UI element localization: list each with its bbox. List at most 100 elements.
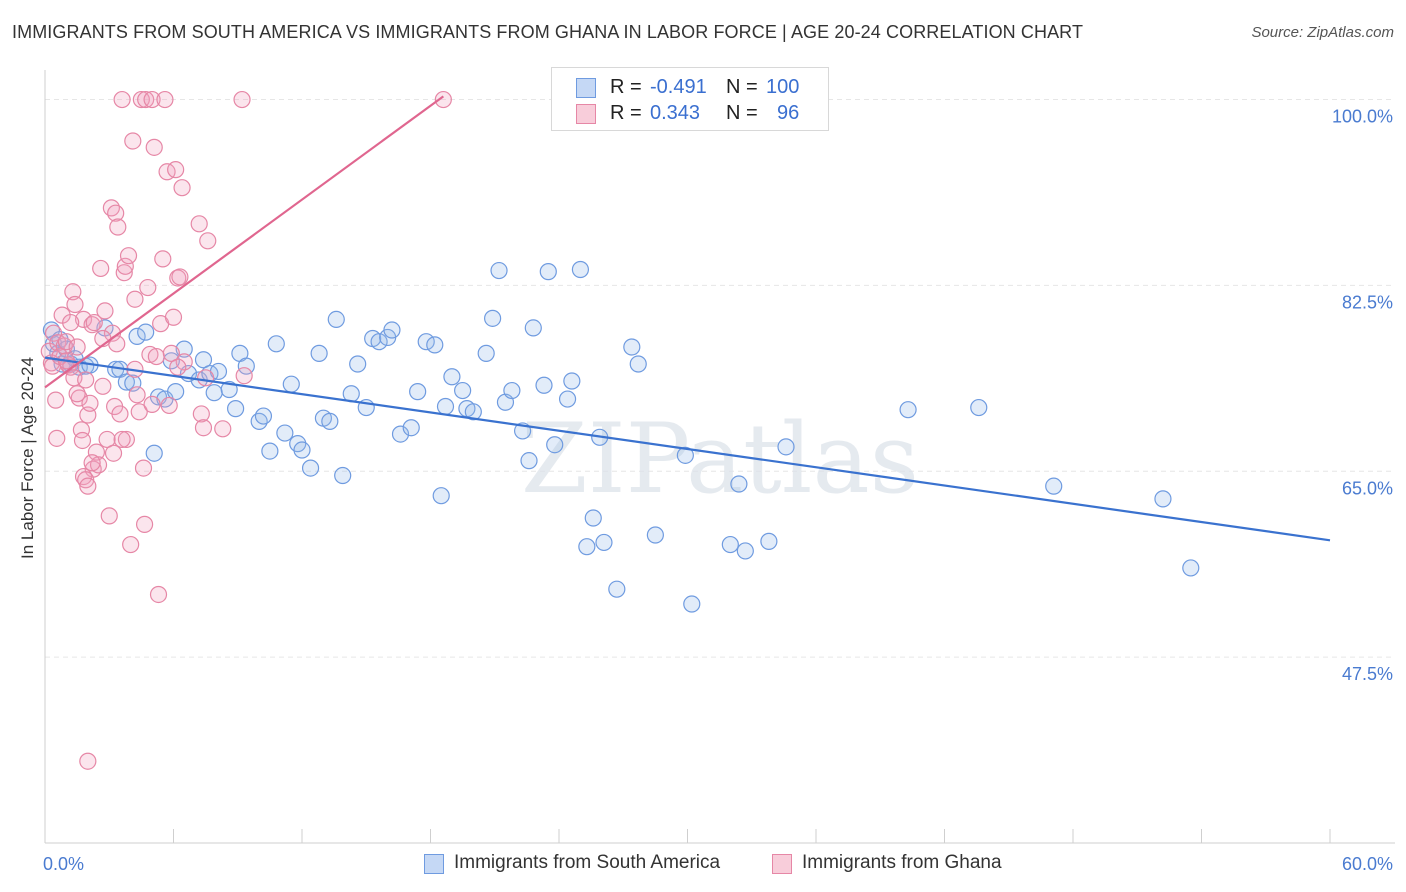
data-point xyxy=(94,377,112,395)
data-point xyxy=(104,444,123,462)
data-point xyxy=(98,430,116,449)
data-point xyxy=(62,313,80,332)
data-point xyxy=(293,441,311,459)
data-point xyxy=(89,456,108,474)
y-tick-label: 100.0% xyxy=(1332,107,1393,127)
data-point xyxy=(454,381,472,400)
data-point xyxy=(83,454,101,472)
legend-r-value: 0.343 xyxy=(650,102,701,124)
data-point xyxy=(477,344,495,362)
data-point xyxy=(558,390,577,408)
data-point xyxy=(584,509,602,527)
data-point xyxy=(116,257,134,275)
legend-n-label: N = xyxy=(726,76,758,98)
data-point xyxy=(119,247,138,265)
legend-swatch-south-america xyxy=(576,78,596,98)
data-point xyxy=(254,407,273,425)
data-point xyxy=(402,419,420,437)
data-point xyxy=(154,250,172,268)
data-point xyxy=(175,340,193,358)
data-point xyxy=(432,487,450,505)
legend-swatch-ghana xyxy=(576,104,596,124)
data-point xyxy=(145,444,163,462)
data-point xyxy=(128,327,146,345)
data-point xyxy=(524,319,542,337)
data-point xyxy=(426,336,444,354)
data-point xyxy=(539,263,557,281)
data-point xyxy=(261,442,279,460)
y-tick-label: 82.5% xyxy=(1342,292,1393,312)
data-point xyxy=(137,90,155,109)
data-point xyxy=(162,344,180,362)
data-point xyxy=(64,283,82,301)
data-point xyxy=(149,585,168,604)
data-point xyxy=(126,290,144,308)
data-point xyxy=(777,438,795,456)
legend-n-value: 96 xyxy=(777,102,800,124)
data-point xyxy=(646,526,664,544)
y-tick-label: 65.0% xyxy=(1342,478,1393,498)
data-point xyxy=(164,308,183,326)
data-point xyxy=(205,384,223,402)
legend-r-value: -0.491 xyxy=(650,76,707,98)
data-point xyxy=(434,90,452,109)
data-point xyxy=(57,333,76,351)
data-point xyxy=(137,323,155,341)
data-point xyxy=(370,333,388,351)
bottom-legend-label-ghana: Immigrants from Ghana xyxy=(802,852,1002,873)
data-point xyxy=(571,260,590,279)
data-point xyxy=(608,580,626,598)
data-point xyxy=(899,401,917,419)
data-point xyxy=(117,430,135,449)
data-point xyxy=(171,268,189,286)
data-point xyxy=(484,309,502,327)
data-point xyxy=(282,375,300,393)
data-point xyxy=(595,533,613,552)
data-point xyxy=(113,90,131,109)
data-point xyxy=(310,344,328,362)
data-point xyxy=(107,204,125,222)
data-point xyxy=(122,535,140,554)
data-point xyxy=(214,420,232,438)
data-point xyxy=(167,161,185,179)
data-point xyxy=(443,368,461,386)
data-point xyxy=(77,371,95,389)
trend-lines xyxy=(44,95,1331,542)
data-point xyxy=(970,398,988,417)
data-point xyxy=(676,446,694,464)
legend-r-label: R = xyxy=(610,102,642,124)
data-point xyxy=(156,90,174,109)
data-point xyxy=(48,429,66,447)
data-point xyxy=(135,515,154,533)
data-point xyxy=(167,383,185,401)
data-point xyxy=(111,405,129,423)
data-point xyxy=(267,335,285,353)
data-point xyxy=(74,310,93,328)
data-point xyxy=(683,595,701,613)
data-point xyxy=(139,278,157,297)
data-point xyxy=(736,542,754,560)
data-point xyxy=(629,355,647,373)
data-point xyxy=(169,358,187,376)
series-ghana-points xyxy=(40,90,452,770)
data-point xyxy=(124,132,142,150)
data-point xyxy=(520,452,538,470)
x-tick-labels: 0.0% 60.0% xyxy=(43,854,1393,874)
data-point xyxy=(115,264,133,282)
data-point xyxy=(145,138,163,156)
trend-line xyxy=(44,356,1331,542)
data-point xyxy=(92,259,110,278)
data-point xyxy=(68,338,86,356)
data-point xyxy=(96,302,114,320)
data-point xyxy=(334,466,352,485)
data-point xyxy=(383,321,401,339)
data-point xyxy=(578,538,596,556)
data-point xyxy=(1045,477,1063,495)
correlation-legend: R = -0.491 N = 100 R = 0.343 N = 96 xyxy=(551,67,829,131)
data-point xyxy=(173,179,191,197)
data-point xyxy=(141,345,159,364)
data-point xyxy=(409,383,427,401)
data-point xyxy=(760,532,778,550)
data-point xyxy=(134,459,153,477)
